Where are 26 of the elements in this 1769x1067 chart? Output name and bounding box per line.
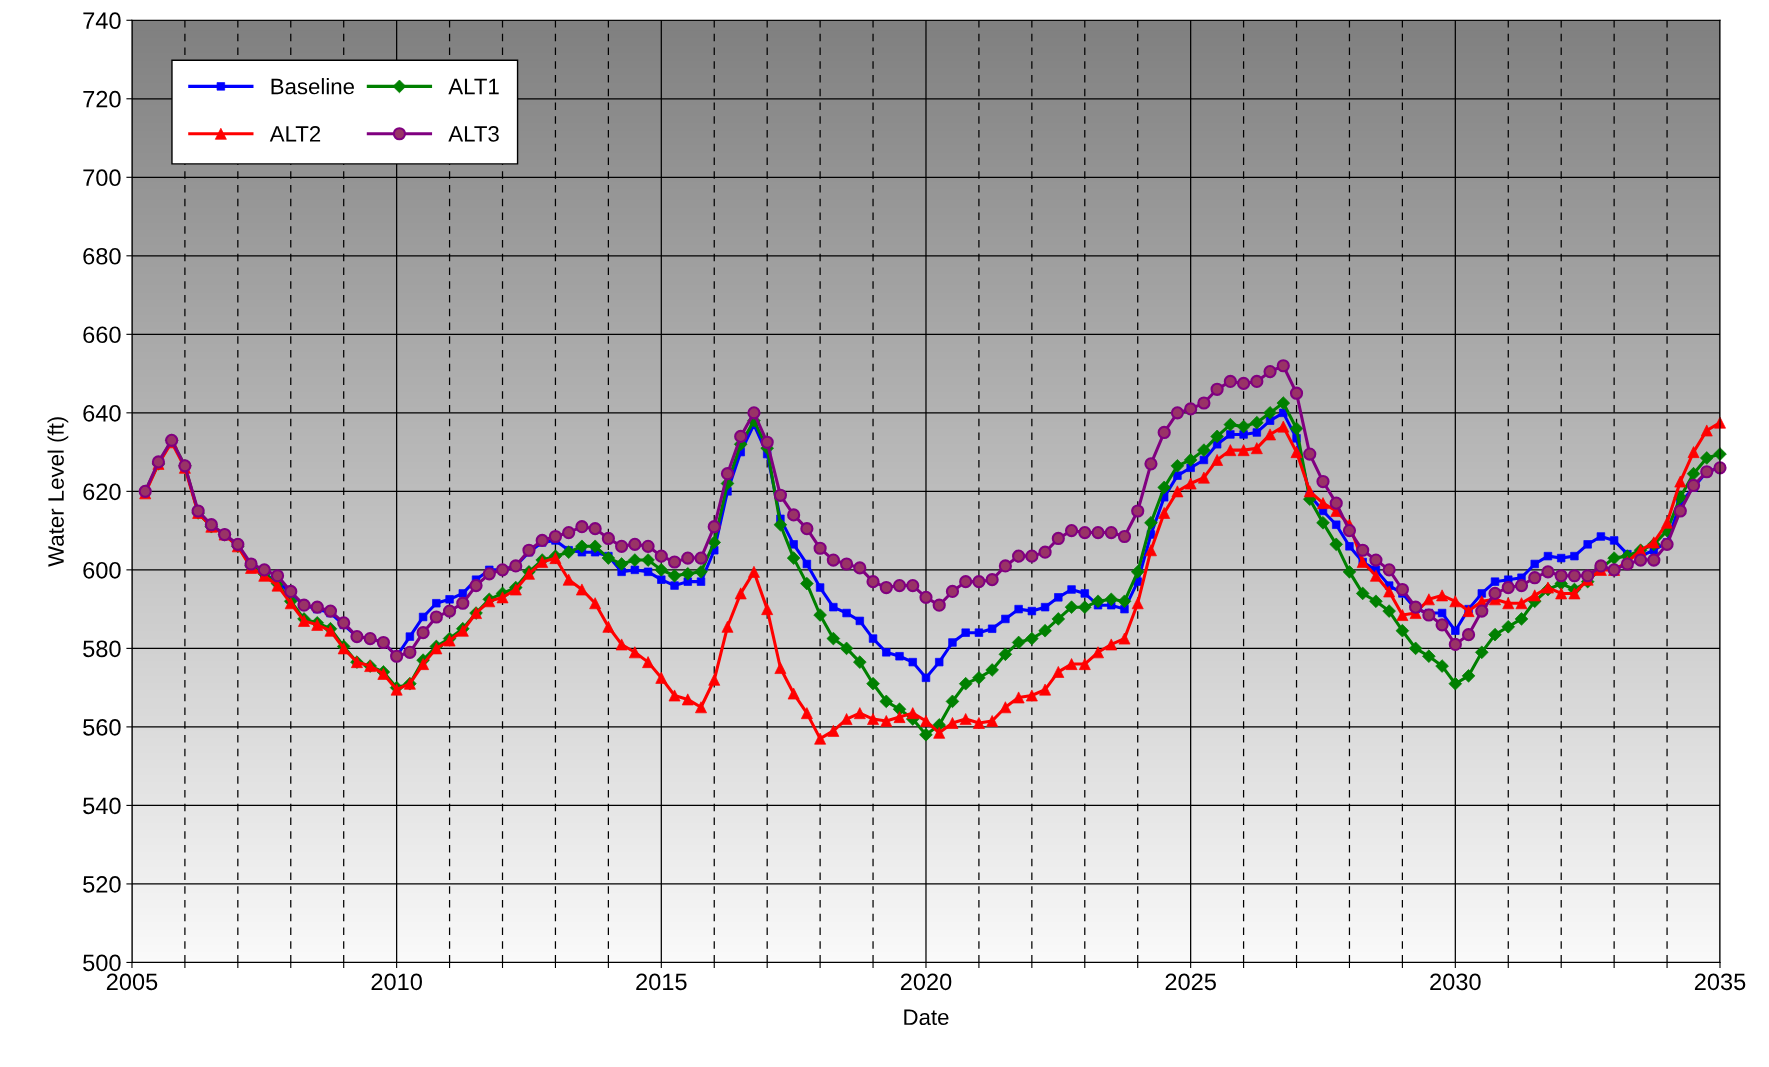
y-tick-label: 740 bbox=[83, 12, 121, 30]
x-tick-label: 2010 bbox=[371, 973, 422, 991]
legend-label: ALT2 bbox=[269, 126, 321, 142]
legend-label: Baseline bbox=[271, 78, 354, 95]
x-tick-label: 2025 bbox=[1165, 973, 1216, 991]
x-tick-label: 2020 bbox=[900, 973, 952, 991]
y-tick-label: 640 bbox=[83, 404, 121, 422]
y-tick-label: 540 bbox=[83, 797, 121, 815]
x-tick-label: 2035 bbox=[1694, 973, 1746, 991]
legend-label: ALT1 bbox=[448, 78, 499, 95]
y-tick-label: 580 bbox=[83, 640, 121, 658]
x-tick-label: 2005 bbox=[106, 973, 158, 991]
y-tick-label: 600 bbox=[83, 561, 121, 579]
y-axis-title: Water Level (ft) bbox=[47, 417, 69, 567]
y-tick-label: 720 bbox=[83, 90, 121, 108]
y-tick-label: 500 bbox=[83, 954, 121, 972]
y-tick-label: 560 bbox=[83, 718, 121, 736]
x-axis-title: Date bbox=[904, 1009, 949, 1026]
y-tick-label: 620 bbox=[83, 483, 121, 501]
x-tick-label: 2015 bbox=[636, 973, 687, 991]
y-tick-label: 520 bbox=[83, 875, 121, 893]
x-tick-label: 2030 bbox=[1430, 973, 1481, 991]
y-tick-label: 700 bbox=[83, 169, 121, 187]
y-tick-label: 680 bbox=[83, 247, 121, 265]
y-tick-label: 660 bbox=[83, 326, 121, 344]
legend-label: ALT3 bbox=[448, 126, 499, 142]
